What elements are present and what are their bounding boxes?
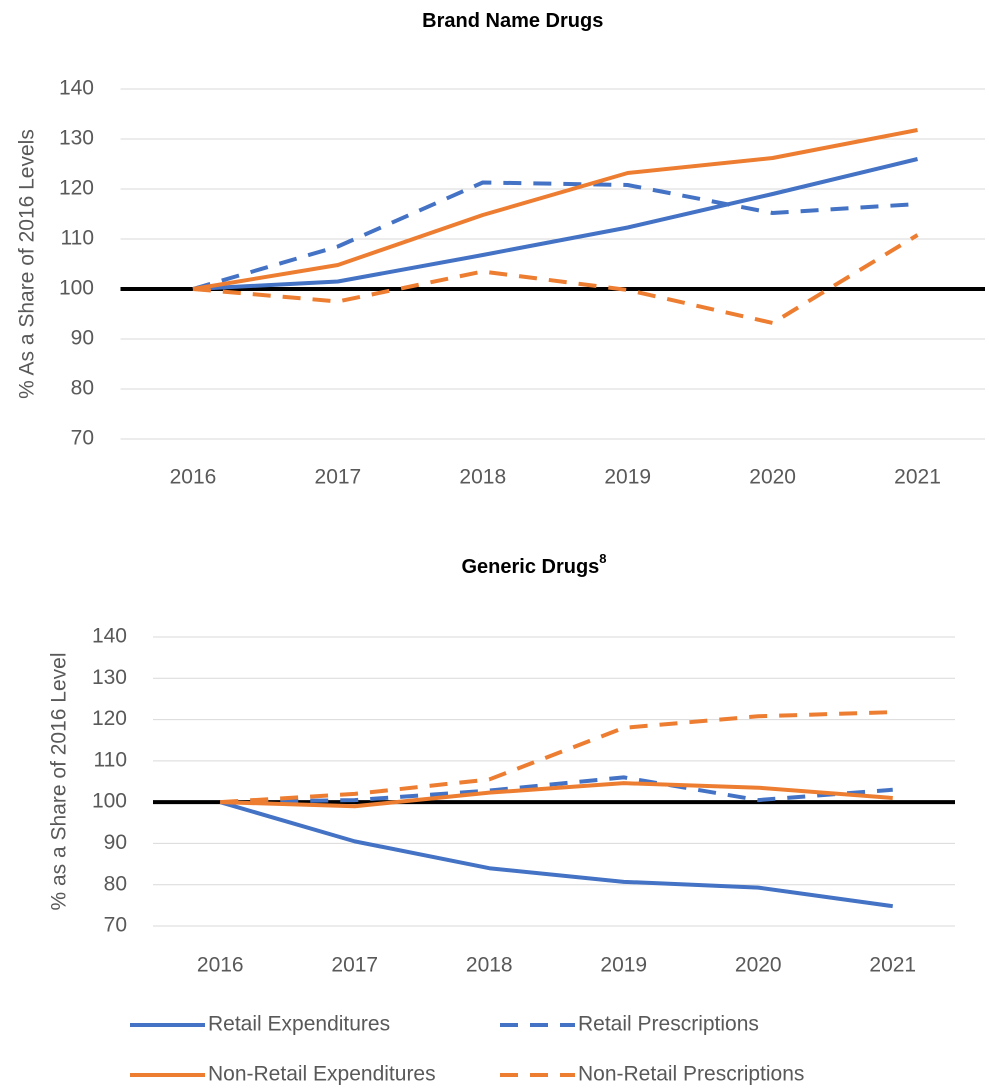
- series-line: [192, 157, 919, 291]
- series-line: [220, 710, 893, 805]
- x-tick-label: 2016: [197, 954, 244, 977]
- y-tick-label: 70: [71, 427, 94, 450]
- series-line: [220, 775, 893, 805]
- x-tick-label: 2017: [331, 954, 378, 977]
- series-line: [192, 180, 918, 291]
- y-tick-label: 80: [71, 377, 94, 400]
- legend-label: Non-Retail Expenditures: [208, 1063, 436, 1086]
- y-tick-label: 80: [104, 872, 127, 895]
- series-line: [192, 128, 918, 291]
- series-line: [220, 781, 893, 809]
- y-tick-label: 90: [71, 327, 94, 350]
- chart-title: Generic Drugs8: [461, 551, 606, 578]
- x-tick-label: 2019: [604, 466, 651, 489]
- y-tick-label: 110: [61, 227, 94, 250]
- title-text: Brand Name Drugs: [422, 10, 603, 32]
- y-tick-label: 100: [92, 790, 127, 813]
- y-tick-label: 140: [59, 77, 94, 100]
- title-superscript: 8: [599, 551, 606, 566]
- y-axis-label: % As a Share of 2016 Levels: [16, 129, 39, 399]
- y-tick-label: 140: [92, 625, 127, 648]
- x-tick-label: 2017: [315, 466, 362, 489]
- x-tick-label: 2019: [600, 954, 647, 977]
- series-line: [192, 233, 919, 325]
- series-line: [219, 800, 894, 909]
- x-tick-label: 2020: [735, 954, 782, 977]
- x-tick-label: 2020: [749, 466, 796, 489]
- legend-label: Retail Expenditures: [208, 1013, 390, 1036]
- y-tick-label: 100: [59, 277, 94, 300]
- y-tick-label: 110: [94, 748, 127, 771]
- y-tick-label: 90: [104, 831, 127, 854]
- x-tick-label: 2016: [170, 466, 217, 489]
- y-tick-label: 120: [59, 177, 94, 200]
- legend-label: Non-Retail Prescriptions: [578, 1063, 804, 1086]
- x-tick-label: 2021: [894, 466, 941, 489]
- y-tick-label: 130: [59, 127, 94, 150]
- y-tick-label: 120: [92, 707, 127, 730]
- y-tick-label: 130: [92, 666, 127, 689]
- title-text: Generic Drugs: [461, 556, 599, 578]
- legend-label: Retail Prescriptions: [578, 1013, 759, 1036]
- x-tick-label: 2018: [466, 954, 513, 977]
- x-tick-label: 2018: [459, 466, 506, 489]
- y-tick-label: 70: [104, 914, 127, 937]
- x-tick-label: 2021: [869, 954, 916, 977]
- y-axis-label: % as a Share of 2016 Level: [48, 652, 71, 910]
- chart-title: Brand Name Drugs: [422, 10, 603, 32]
